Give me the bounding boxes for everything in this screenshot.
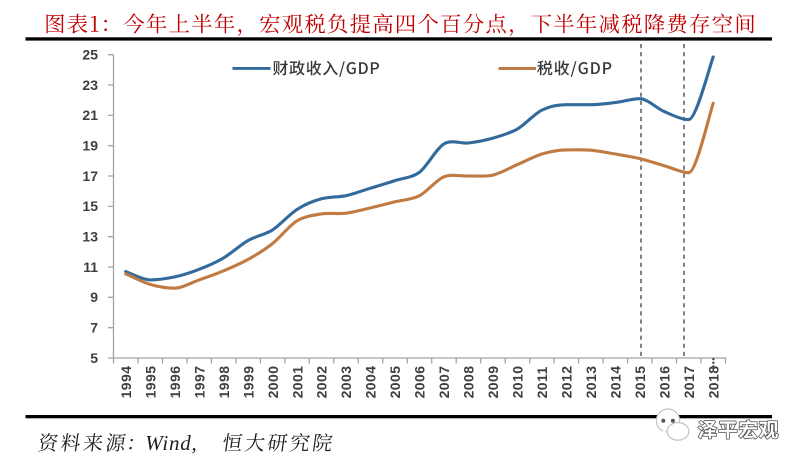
svg-text:1999: 1999 (240, 366, 256, 399)
svg-text:2015: 2015 (632, 366, 648, 399)
svg-text:2016: 2016 (657, 366, 673, 399)
svg-text:2017: 2017 (681, 366, 697, 399)
svg-text:2001: 2001 (289, 366, 305, 399)
svg-text:11: 11 (83, 259, 98, 275)
svg-text:2005: 2005 (387, 366, 403, 399)
svg-text:2014: 2014 (608, 366, 624, 399)
svg-text:2002: 2002 (314, 366, 330, 399)
svg-text:2010: 2010 (510, 366, 526, 399)
svg-text:13: 13 (82, 229, 98, 245)
svg-text:2011: 2011 (534, 366, 550, 398)
svg-text:15: 15 (82, 198, 98, 214)
svg-text:17: 17 (82, 168, 98, 184)
svg-text:1995: 1995 (142, 366, 158, 399)
svg-text:Wind,: Wind, (145, 431, 197, 455)
svg-text:19: 19 (82, 138, 98, 154)
svg-text:2000: 2000 (265, 366, 281, 399)
svg-text:1997: 1997 (191, 366, 207, 399)
svg-text:5: 5 (90, 350, 98, 366)
svg-text:21: 21 (82, 107, 98, 123)
svg-text:2012: 2012 (559, 366, 575, 399)
svg-text:2018: 2018 (705, 366, 721, 399)
svg-text:2003: 2003 (338, 366, 354, 399)
svg-text:2008: 2008 (461, 366, 477, 399)
svg-text:2007: 2007 (436, 366, 452, 399)
svg-text:1998: 1998 (216, 366, 232, 399)
svg-text:7: 7 (90, 320, 98, 336)
svg-text:1996: 1996 (167, 366, 183, 399)
svg-text:2013: 2013 (583, 366, 599, 399)
svg-text:23: 23 (82, 77, 98, 93)
svg-text:25: 25 (82, 47, 98, 63)
svg-text:9: 9 (90, 289, 98, 305)
svg-text:2006: 2006 (412, 366, 428, 399)
svg-text:2009: 2009 (485, 366, 501, 399)
svg-text:1994: 1994 (118, 366, 134, 399)
svg-text:2004: 2004 (363, 366, 379, 399)
